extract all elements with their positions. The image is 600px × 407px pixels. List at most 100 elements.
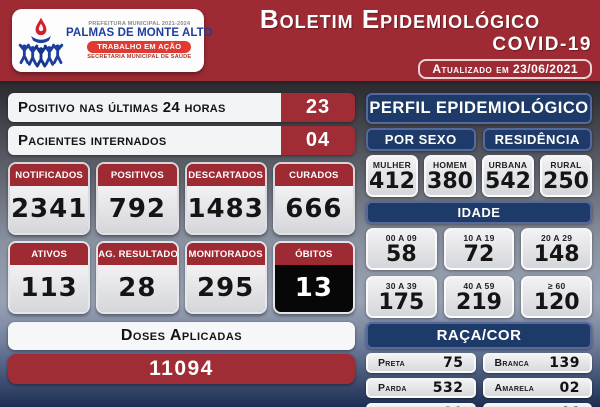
card-label: MULHER <box>372 160 412 170</box>
row-positivos-24h: Positivo nas últimas 24 horas 23 <box>8 93 355 122</box>
card-rural: RURAL 250 <box>540 155 592 198</box>
stat-card-descartados: DESCARTADOS 1483 <box>184 162 267 235</box>
stat-label: NOTIFICADOS <box>10 164 89 186</box>
stat-value: 1483 <box>186 186 265 233</box>
card-value: 542 <box>485 169 531 194</box>
race-value: 02 <box>559 380 580 397</box>
row-pacientes-internados: Pacientes internados 04 <box>8 126 355 155</box>
race-label: Parda <box>378 382 407 395</box>
card-label: RURAL <box>550 160 582 170</box>
age-value: 175 <box>378 290 425 316</box>
logo-municipality-name: PALMAS DE MONTE ALTO <box>66 26 213 39</box>
age-value: 148 <box>533 242 580 268</box>
race-value: 00 <box>443 405 463 407</box>
age-card-00-09: 00 A 09 58 <box>366 228 437 271</box>
stat-card-positivos: POSITIVOS 792 <box>96 162 179 235</box>
age-value: 219 <box>456 290 502 316</box>
age-card-60-plus: ≥ 60 120 <box>521 276 592 319</box>
race-grid: Preta 75 Branca 139 Parda 532 Amarela 02… <box>366 353 592 407</box>
race-value: 139 <box>549 355 580 372</box>
logo-slogan-pill: TRABALHO EM AÇÃO <box>87 41 192 53</box>
race-row-preta: Preta 75 <box>366 353 476 374</box>
raca-cor-header: RAÇA/COR <box>366 322 592 350</box>
title-zone: Boletim Epidemiológico COVID-19 Atualiza… <box>208 4 592 79</box>
sex-residence-cards: MULHER 412 HOMEM 380 URBANA 542 RURAL 25… <box>366 155 592 198</box>
race-row-indigena: Indígena 00 <box>366 403 476 407</box>
page-title: Boletim Epidemiológico <box>259 4 541 34</box>
card-urbana: URBANA 542 <box>482 155 534 198</box>
torch-people-icon <box>18 17 64 67</box>
age-label: 20 A 29 <box>541 233 573 244</box>
race-label: Branca <box>494 357 530 370</box>
stat-value: 295 <box>186 265 265 312</box>
age-card-30-39: 30 A 39 175 <box>366 276 437 319</box>
race-label: Amarela <box>494 382 535 395</box>
age-label: ≥ 60 <box>547 281 566 292</box>
row-value: 23 <box>281 93 355 122</box>
por-sexo-header: POR SEXO <box>366 128 476 151</box>
card-label: URBANA <box>488 160 528 170</box>
stat-grid: NOTIFICADOS 2341 POSITIVOS 792 DESCARTAD… <box>8 162 355 314</box>
stat-value: 2341 <box>10 186 89 233</box>
stat-value: 28 <box>98 265 177 312</box>
row-label: Pacientes internados <box>8 126 281 155</box>
updated-badge: Atualizado em 23/06/2021 <box>418 59 592 79</box>
sex-residence-headers: POR SEXO RESIDÊNCIA <box>366 128 592 151</box>
card-mulher: MULHER 412 <box>366 155 418 198</box>
age-value: 120 <box>533 290 580 316</box>
card-value: 380 <box>427 169 473 194</box>
stat-label: AG. RESULTADOS <box>98 243 177 265</box>
card-label: HOMEM <box>432 160 468 170</box>
residencia-header: RESIDÊNCIA <box>482 128 592 151</box>
age-card-40-59: 40 A 59 219 <box>443 276 515 319</box>
covid-subtitle: COVID-19 <box>492 34 592 55</box>
header-band: PREFEITURA MUNICIPAL 2021-2024 PALMAS DE… <box>0 0 600 84</box>
age-card-20-29: 20 A 29 148 <box>521 228 592 271</box>
stat-label: DESCARTADOS <box>186 164 265 186</box>
stat-card-curados: CURADOS 666 <box>272 162 355 235</box>
stat-label: ATIVOS <box>10 243 89 265</box>
age-card-10-19: 10 A 19 72 <box>443 228 515 271</box>
stat-value: 13 <box>274 265 353 312</box>
stat-value: 113 <box>10 265 89 312</box>
row-label: Positivo nas últimas 24 horas <box>8 93 281 122</box>
race-row-amarela: Amarela 02 <box>482 378 592 399</box>
stat-card-ativos: ATIVOS 113 <box>8 241 91 314</box>
stat-card-notificados: NOTIFICADOS 2341 <box>8 162 91 235</box>
race-row-ignorada: Ignorada 44 <box>482 403 592 407</box>
right-column: PERFIL EPIDEMIOLÓGICO POR SEXO RESIDÊNCI… <box>366 93 592 407</box>
stat-card-monitorados: MONITORADOS 295 <box>184 241 267 314</box>
stat-card-ag-resultados: AG. RESULTADOS 28 <box>96 241 179 314</box>
doses-aplicadas-label: Doses Aplicadas <box>8 322 355 350</box>
card-value: 250 <box>543 169 589 194</box>
logo-department-line: SECRETARIA MUNICIPAL DE SAÚDE <box>87 54 192 61</box>
age-label: 00 A 09 <box>385 233 417 244</box>
stat-label: ÓBITOS <box>274 243 353 265</box>
left-column: Positivo nas últimas 24 horas 23 Pacient… <box>8 93 355 401</box>
logo-text-block: PREFEITURA MUNICIPAL 2021-2024 PALMAS DE… <box>66 21 213 61</box>
updated-wrap: Atualizado em 23/06/2021 <box>208 59 592 79</box>
race-value: 75 <box>443 355 464 372</box>
age-label: 40 A 59 <box>463 281 495 292</box>
race-value: 532 <box>432 380 464 397</box>
race-value: 44 <box>560 405 580 407</box>
card-homem: HOMEM 380 <box>424 155 476 198</box>
age-value: 58 <box>386 242 417 268</box>
age-grid: 00 A 09 58 10 A 19 72 20 A 29 148 30 A 3… <box>366 228 592 319</box>
stat-label: CURADOS <box>274 164 353 186</box>
perfil-epidemiologico-header: PERFIL EPIDEMIOLÓGICO <box>366 93 592 124</box>
doses-aplicadas-value: 11094 <box>8 354 355 384</box>
municipality-logo: PREFEITURA MUNICIPAL 2021-2024 PALMAS DE… <box>12 9 213 72</box>
idade-header: IDADE <box>366 201 592 225</box>
stat-card-obitos: ÓBITOS 13 <box>272 241 355 314</box>
stat-label: MONITORADOS <box>186 243 265 265</box>
main-content: Positivo nas últimas 24 horas 23 Pacient… <box>0 87 600 407</box>
row-value: 04 <box>281 126 355 155</box>
stat-value: 666 <box>274 186 353 233</box>
race-label: Preta <box>378 357 406 370</box>
age-value: 72 <box>463 242 495 268</box>
stat-label: POSITIVOS <box>98 164 177 186</box>
race-row-parda: Parda 532 <box>366 378 476 399</box>
logo-prefeitura-line: PREFEITURA MUNICIPAL 2021-2024 <box>88 20 191 27</box>
